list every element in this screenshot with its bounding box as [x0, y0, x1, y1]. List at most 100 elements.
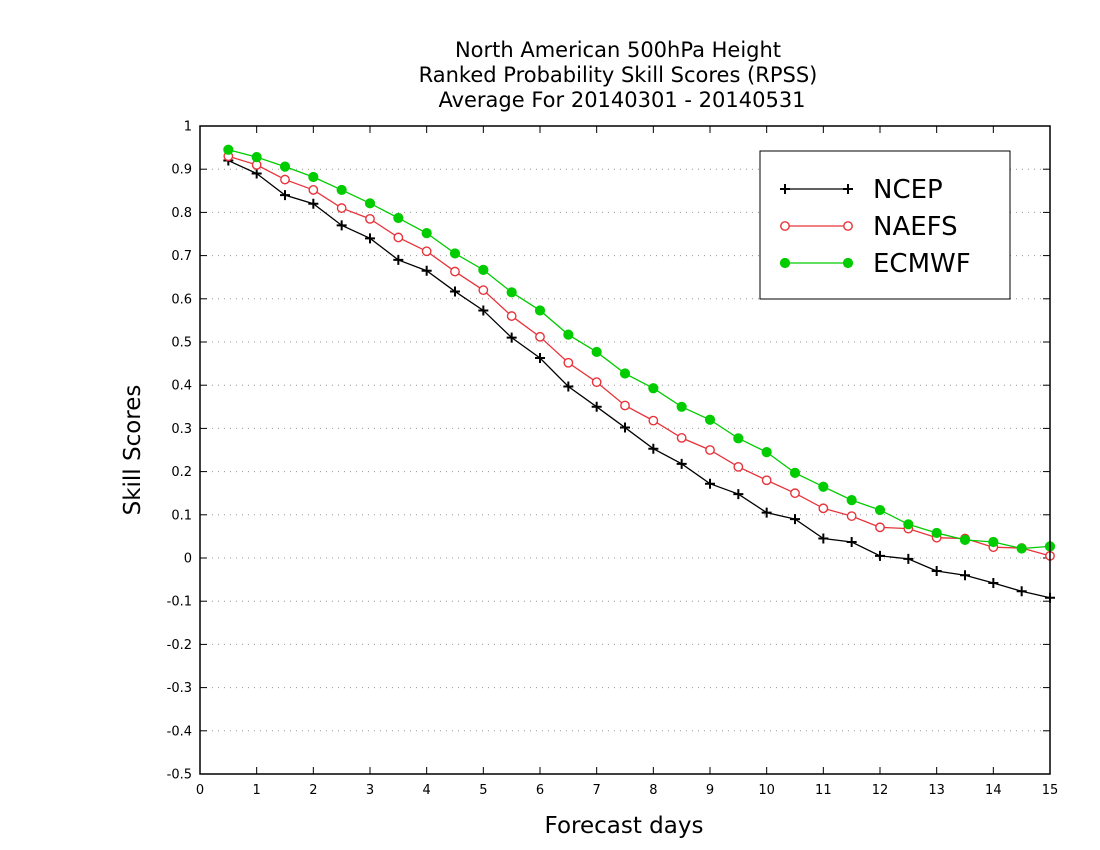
y-tick-label: 0.1 — [171, 508, 192, 523]
ncep-point — [960, 570, 970, 581]
ecmwf-point — [591, 346, 602, 358]
legend-ecmwf-point — [779, 257, 791, 269]
ecmwf-point — [279, 161, 291, 172]
chart-title-line-3: Average For 20140301 - 20140531 — [438, 88, 805, 112]
legend-label-ecmwf: ECMWF — [873, 249, 971, 279]
naefs-point — [365, 213, 375, 224]
ecmwf-point — [789, 467, 801, 478]
ecmwf-point — [874, 504, 886, 516]
ecmwf-point — [903, 519, 914, 530]
ecmwf-point — [563, 329, 574, 340]
legend-label-ncep: NCEP — [873, 175, 943, 205]
naefs-point — [421, 246, 432, 257]
y-tick-label: -0.4 — [167, 724, 192, 739]
legend-item-ncep: NCEP — [780, 175, 943, 205]
series-ecmwf — [223, 144, 1056, 554]
naefs-point — [648, 415, 659, 426]
legend-ncep-point — [843, 184, 853, 194]
y-tick-label: -0.1 — [167, 595, 192, 610]
ecmwf-point — [393, 212, 404, 224]
legend-label-naefs: NAEFS — [873, 212, 958, 242]
naefs-point — [393, 232, 404, 243]
ecmwf-point — [959, 534, 971, 545]
x-tick-label: 4 — [423, 783, 431, 798]
ncep-point — [280, 190, 290, 201]
y-tick-label: -0.5 — [167, 768, 192, 783]
x-tick-label: 5 — [479, 783, 487, 798]
legend-ecmwf-point — [842, 257, 854, 269]
naefs-point — [733, 461, 744, 472]
ecmwf-point — [336, 184, 347, 196]
ncep-point — [846, 537, 857, 548]
ncep-point — [393, 254, 404, 265]
naefs-point — [506, 311, 517, 321]
ecmwf-point — [449, 248, 461, 259]
y-tick-label: 0.9 — [171, 163, 192, 178]
ecmwf-point — [931, 527, 942, 539]
x-tick-label: 0 — [196, 783, 204, 798]
ncep-point — [1016, 586, 1027, 597]
y-tick-label: 0.8 — [171, 206, 192, 221]
x-tick-label: 2 — [309, 783, 317, 798]
x-tick-label: 13 — [928, 783, 945, 798]
y-tick-label: 0.3 — [171, 422, 192, 437]
x-tick-label: 9 — [706, 783, 714, 798]
ecmwf-point — [364, 198, 376, 209]
ncep-point — [648, 443, 659, 454]
ncep-point — [421, 265, 432, 276]
legend-item-naefs: NAEFS — [780, 212, 958, 242]
x-tick-label: 7 — [593, 783, 601, 798]
naefs-point — [846, 511, 857, 521]
naefs-point — [535, 331, 545, 342]
y-tick-label: 0.6 — [171, 292, 192, 307]
ncep-point — [875, 550, 885, 561]
ncep-point — [761, 507, 772, 518]
chart-title-line-1: North American 500hPa Height — [455, 38, 781, 62]
series-layer — [223, 144, 1056, 603]
ncep-point — [365, 233, 375, 244]
ecmwf-point — [506, 287, 517, 298]
legend-naefs-point — [843, 221, 853, 231]
y-tick-label: 0.2 — [171, 465, 192, 480]
x-axis-title: Forecast days — [545, 813, 704, 839]
ncep-point — [450, 286, 460, 297]
naefs-point — [790, 488, 800, 499]
ecmwf-point — [478, 264, 489, 275]
legend: NCEP NAEFS ECMWF — [759, 150, 1011, 300]
ecmwf-point — [648, 383, 659, 394]
ecmwf-point — [846, 495, 857, 506]
series-ncep — [223, 155, 1055, 603]
x-tick-label: 3 — [366, 783, 374, 798]
naefs-line — [228, 155, 1051, 557]
ncep-point — [931, 565, 942, 576]
ncep-point — [676, 458, 687, 469]
ncep-point — [251, 168, 262, 179]
y-tick-label: 0.4 — [171, 379, 192, 394]
y-tick-label: 0.5 — [171, 336, 192, 351]
naefs-point — [478, 285, 489, 296]
ecmwf-point — [534, 305, 546, 316]
chart-title-line-2: Ranked Probability Skill Scores (RPSS) — [419, 63, 818, 87]
ncep-point — [988, 578, 999, 589]
ecmwf-point — [251, 152, 262, 163]
legend-box — [759, 150, 1011, 300]
naefs-point — [761, 475, 772, 486]
ncep-point — [790, 514, 800, 525]
naefs-point — [450, 266, 460, 277]
y-tick-label: -0.2 — [167, 638, 192, 653]
ecmwf-point — [308, 171, 319, 183]
naefs-point — [676, 433, 687, 443]
x-tick-label: 6 — [536, 783, 544, 798]
naefs-point — [280, 174, 290, 185]
naefs-point — [308, 185, 319, 195]
legend-item-ecmwf: ECMWF — [779, 249, 971, 279]
naefs-point — [818, 503, 829, 514]
ncep-point — [591, 401, 602, 412]
x-tick-label: 11 — [815, 783, 832, 798]
ecmwf-point — [1016, 543, 1027, 554]
y-axis-ticks: 1 0.9 0.8 0.7 0.6 0.5 0.4 0.3 0.2 0.1 0 -0.1 -0.2 -0.… — [167, 120, 1050, 783]
y-tick-label: 0.7 — [171, 249, 192, 264]
ncep-point — [903, 553, 914, 564]
naefs-point — [591, 377, 602, 388]
